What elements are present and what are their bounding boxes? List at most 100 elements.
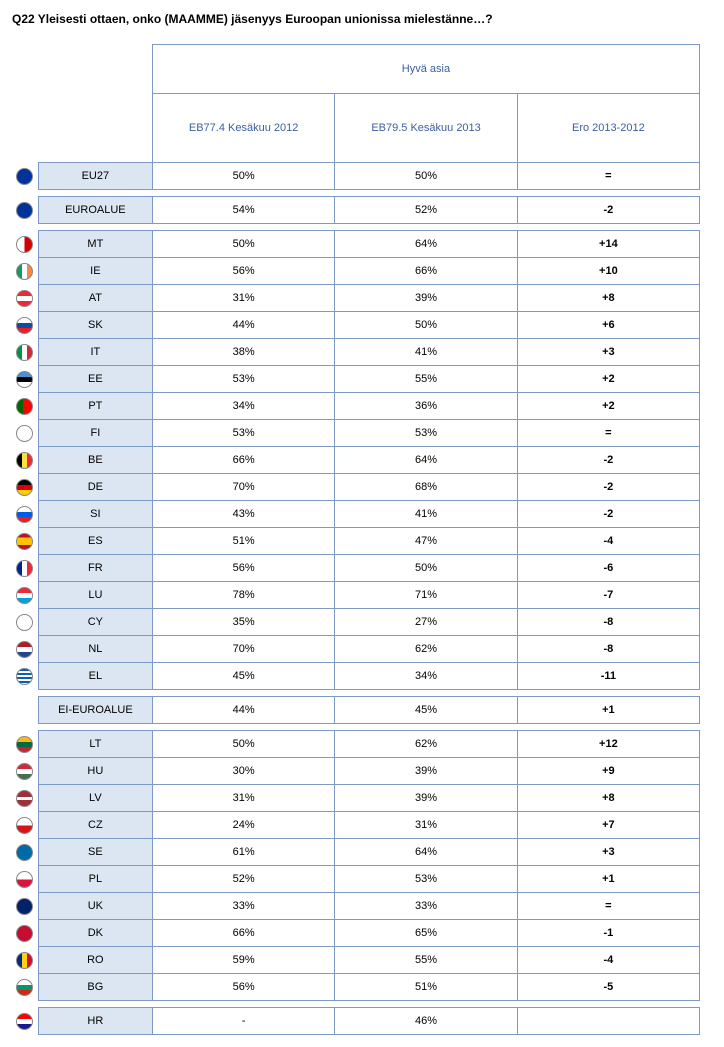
value-2012: 44% <box>152 312 334 339</box>
spacer-row <box>12 690 700 697</box>
bg-flag-icon <box>16 979 33 996</box>
nl-flag-icon <box>16 641 33 658</box>
value-2013: 55% <box>335 947 517 974</box>
table-row: AT31%39%+8 <box>12 285 700 312</box>
value-2012: 35% <box>152 609 334 636</box>
flag-cell <box>12 785 38 812</box>
el-flag-icon <box>16 668 33 685</box>
value-2012: 43% <box>152 501 334 528</box>
value-2013: 53% <box>335 420 517 447</box>
cy-flag-icon <box>16 614 33 631</box>
value-diff: +12 <box>517 731 699 758</box>
spacer-row <box>12 1001 700 1008</box>
it-flag-icon <box>16 344 33 361</box>
value-diff: -2 <box>517 501 699 528</box>
spacer-row <box>12 724 700 731</box>
table-row: IT38%41%+3 <box>12 339 700 366</box>
hr-flag-icon <box>16 1013 33 1030</box>
table-row: MT50%64%+14 <box>12 231 700 258</box>
table-row: BG56%51%-5 <box>12 974 700 1001</box>
lv-flag-icon <box>16 790 33 807</box>
value-diff: -11 <box>517 663 699 690</box>
table-row: LU78%71%-7 <box>12 582 700 609</box>
value-diff: +7 <box>517 812 699 839</box>
value-2012: 78% <box>152 582 334 609</box>
table-row: CY35%27%-8 <box>12 609 700 636</box>
value-2012: 50% <box>152 731 334 758</box>
value-2012: 66% <box>152 920 334 947</box>
row-label: BE <box>38 447 152 474</box>
mt-flag-icon <box>16 236 33 253</box>
table-row: EUROALUE54%52%-2 <box>12 197 700 224</box>
col-header-1: EB77.4 Kesäkuu 2012 <box>152 94 334 163</box>
flag-cell <box>12 285 38 312</box>
value-2013: 68% <box>335 474 517 501</box>
fr-flag-icon <box>16 560 33 577</box>
table-row: ES51%47%-4 <box>12 528 700 555</box>
row-label: PT <box>38 393 152 420</box>
value-diff: -4 <box>517 947 699 974</box>
value-diff: +3 <box>517 839 699 866</box>
flag-cell <box>12 555 38 582</box>
flag-cell <box>12 312 38 339</box>
flag-cell <box>12 258 38 285</box>
row-label: UK <box>38 893 152 920</box>
row-label: SE <box>38 839 152 866</box>
table-body: EU2750%50%=EUROALUE54%52%-2MT50%64%+14IE… <box>12 163 700 1035</box>
row-label: IT <box>38 339 152 366</box>
value-2013: 27% <box>335 609 517 636</box>
flag-cell <box>12 447 38 474</box>
value-diff: -2 <box>517 447 699 474</box>
row-label: CY <box>38 609 152 636</box>
table-row: FR56%50%-6 <box>12 555 700 582</box>
lu-flag-icon <box>16 587 33 604</box>
value-2012: 56% <box>152 974 334 1001</box>
value-2012: 54% <box>152 197 334 224</box>
dk-flag-icon <box>16 925 33 942</box>
corner-blank4 <box>38 94 152 163</box>
row-label: EUROALUE <box>38 197 152 224</box>
row-label: FR <box>38 555 152 582</box>
spacer-row <box>12 224 700 231</box>
value-2013: 52% <box>335 197 517 224</box>
table-row: DK66%65%-1 <box>12 920 700 947</box>
value-2013: 33% <box>335 893 517 920</box>
pl-flag-icon <box>16 871 33 888</box>
row-label: LT <box>38 731 152 758</box>
flag-cell <box>12 947 38 974</box>
value-diff: +2 <box>517 366 699 393</box>
corner-blank3 <box>12 94 38 163</box>
euroalue-flag-icon <box>16 202 33 219</box>
value-diff: -6 <box>517 555 699 582</box>
flag-cell <box>12 366 38 393</box>
si-flag-icon <box>16 506 33 523</box>
value-diff: +9 <box>517 758 699 785</box>
at-flag-icon <box>16 290 33 307</box>
row-label: SK <box>38 312 152 339</box>
flag-cell <box>12 663 38 690</box>
flag-cell <box>12 636 38 663</box>
header-top: Hyvä asia <box>152 45 699 94</box>
flag-cell <box>12 582 38 609</box>
flag-cell <box>12 758 38 785</box>
row-label: LV <box>38 785 152 812</box>
value-diff: +1 <box>517 866 699 893</box>
value-2013: 39% <box>335 758 517 785</box>
cz-flag-icon <box>16 817 33 834</box>
flag-cell <box>12 420 38 447</box>
value-2013: 39% <box>335 285 517 312</box>
table-row: EI-EUROALUE44%45%+1 <box>12 697 700 724</box>
flag-cell <box>12 501 38 528</box>
value-2012: 50% <box>152 163 334 190</box>
value-2012: 45% <box>152 663 334 690</box>
value-2012: 34% <box>152 393 334 420</box>
fi-flag-icon <box>16 425 33 442</box>
value-diff: +3 <box>517 339 699 366</box>
value-diff: -2 <box>517 197 699 224</box>
table-row: PT34%36%+2 <box>12 393 700 420</box>
row-label: HU <box>38 758 152 785</box>
value-diff <box>517 1008 699 1035</box>
value-2013: 45% <box>335 697 517 724</box>
value-2012: 24% <box>152 812 334 839</box>
value-diff: +1 <box>517 697 699 724</box>
